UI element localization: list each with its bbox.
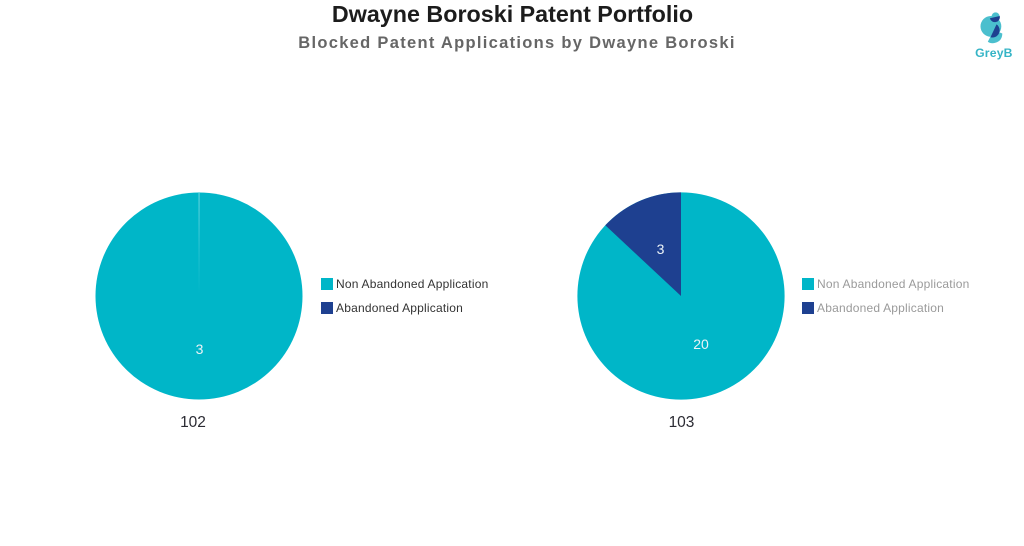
svg-text:GreyB: GreyB — [975, 46, 1013, 60]
